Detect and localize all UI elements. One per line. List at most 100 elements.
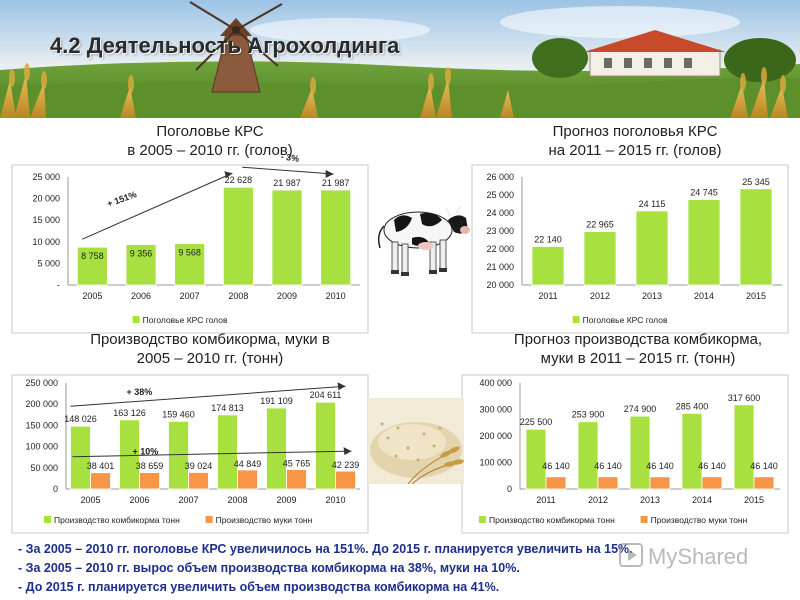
bar xyxy=(739,188,773,286)
data-label: 253 900 xyxy=(572,410,605,420)
chart-3-title: Производство комбикорма, муки в 2005 – 2… xyxy=(40,330,380,368)
cow-image xyxy=(377,205,470,276)
x-tick-label: 2005 xyxy=(80,495,100,505)
header-banner: 4.2 Деятельность Агрохолдинга xyxy=(0,0,800,118)
x-tick-label: 2010 xyxy=(326,291,346,301)
data-label: 46 140 xyxy=(542,461,570,471)
data-label: 39 024 xyxy=(185,461,213,471)
slide-title: 4.2 Деятельность Агрохолдинга xyxy=(50,33,400,58)
legend-label: Производство муки тонн xyxy=(216,515,313,525)
trend-arrow xyxy=(242,166,334,175)
data-label: 9 568 xyxy=(178,248,201,258)
data-label: 38 659 xyxy=(136,461,164,471)
bar xyxy=(687,199,721,286)
bar xyxy=(753,476,775,490)
bar xyxy=(119,419,140,490)
y-tick-label: 250 000 xyxy=(25,378,58,388)
bar xyxy=(76,246,108,286)
bar xyxy=(635,210,669,286)
bar xyxy=(266,407,287,490)
bar xyxy=(217,414,238,490)
x-tick-label: 2013 xyxy=(640,495,660,505)
x-tick-label: 2012 xyxy=(588,495,608,505)
x-tick-label: 2015 xyxy=(744,495,764,505)
conclusion-line-1: - За 2005 – 2010 гг. поголовье КРС увели… xyxy=(18,542,633,556)
x-tick-label: 2015 xyxy=(746,291,766,301)
data-label: 25 345 xyxy=(742,177,770,187)
data-label: 24 115 xyxy=(639,199,666,209)
y-tick-label: 0 xyxy=(507,484,512,494)
y-tick-label: 26 000 xyxy=(486,172,514,182)
legend-label: Поголовье КРС голов xyxy=(143,315,228,325)
arrow-head xyxy=(343,447,352,456)
data-label: 46 140 xyxy=(594,461,622,471)
data-label: 46 140 xyxy=(698,461,726,471)
x-tick-label: 2011 xyxy=(536,495,555,505)
data-label: 42 239 xyxy=(332,460,360,470)
chart-4-title-line-1: Прогноз производства комбикорма, xyxy=(513,331,763,348)
data-label: 38 401 xyxy=(87,461,115,471)
arrow-head xyxy=(337,382,346,391)
bar xyxy=(681,412,703,490)
bar xyxy=(629,415,651,490)
chart-1-title-line-1: Поголовье КРС xyxy=(156,123,264,140)
x-tick-label: 2009 xyxy=(276,495,296,505)
y-tick-label: - xyxy=(57,280,60,290)
bar xyxy=(90,472,111,490)
data-label: 225 500 xyxy=(520,417,553,427)
x-tick-label: 2009 xyxy=(277,291,297,301)
y-tick-label: 200 000 xyxy=(25,399,58,409)
legend-swatch xyxy=(640,516,648,523)
chart-frame xyxy=(471,164,789,334)
annotation-label: - 3% xyxy=(280,151,300,163)
bar xyxy=(174,243,206,286)
y-tick-label: 200 000 xyxy=(479,431,512,441)
x-tick-label: 2008 xyxy=(228,291,248,301)
x-tick-label: 2007 xyxy=(178,495,198,505)
data-label: 191 109 xyxy=(260,396,293,406)
bar xyxy=(531,246,565,286)
chart-4-title: Прогноз производства комбикорма, муки в … xyxy=(468,330,800,368)
legend-label: Производство муки тонн xyxy=(651,515,748,525)
trend-arrow xyxy=(82,172,233,240)
legend-swatch xyxy=(44,516,51,523)
y-tick-label: 150 000 xyxy=(25,420,58,430)
bar xyxy=(125,244,157,286)
data-label: 24 745 xyxy=(690,188,718,198)
data-label: 22 140 xyxy=(534,234,562,244)
y-tick-label: 15 000 xyxy=(32,215,60,225)
trend-arrow xyxy=(70,385,346,407)
y-tick-label: 100 000 xyxy=(479,458,512,468)
x-tick-label: 2012 xyxy=(590,291,610,301)
data-label: 22 965 xyxy=(586,220,614,230)
legend-label: Производство комбикорма тонн xyxy=(489,515,615,525)
arrow-head xyxy=(325,170,334,179)
legend-swatch xyxy=(572,316,580,323)
y-tick-label: 20 000 xyxy=(32,194,60,204)
y-tick-label: 50 000 xyxy=(30,463,58,473)
y-tick-label: 0 xyxy=(53,484,58,494)
bar xyxy=(545,476,567,490)
farm-banner-illustration xyxy=(0,0,800,118)
bar xyxy=(315,401,336,490)
legend-swatch xyxy=(205,516,213,523)
data-label: 274 900 xyxy=(624,404,657,414)
x-tick-label: 2006 xyxy=(129,495,149,505)
chart-cattle-2005-2010: - 5 000 10 000 15 000 20 000 25 000 2005 8 758 2… xyxy=(11,151,369,334)
bar xyxy=(188,472,209,490)
watermark: MyShared xyxy=(619,543,748,569)
bar xyxy=(649,476,671,490)
data-label: 46 140 xyxy=(750,461,778,471)
legend-swatch xyxy=(132,316,140,323)
bar xyxy=(335,470,356,490)
chart-cattle-forecast-2011-2015: 20 000 21 000 22 000 23 000 24 000 25 000 26 0… xyxy=(471,164,789,334)
data-label: 8 758 xyxy=(81,251,104,261)
y-tick-label: 5 000 xyxy=(37,258,60,268)
data-label: 204 611 xyxy=(310,390,342,400)
annotation-label: + 10% xyxy=(133,447,159,457)
x-tick-label: 2013 xyxy=(642,291,662,301)
data-label: 44 849 xyxy=(234,459,262,469)
data-label: 163 126 xyxy=(113,408,146,418)
bar xyxy=(701,476,723,490)
bar xyxy=(70,425,91,490)
